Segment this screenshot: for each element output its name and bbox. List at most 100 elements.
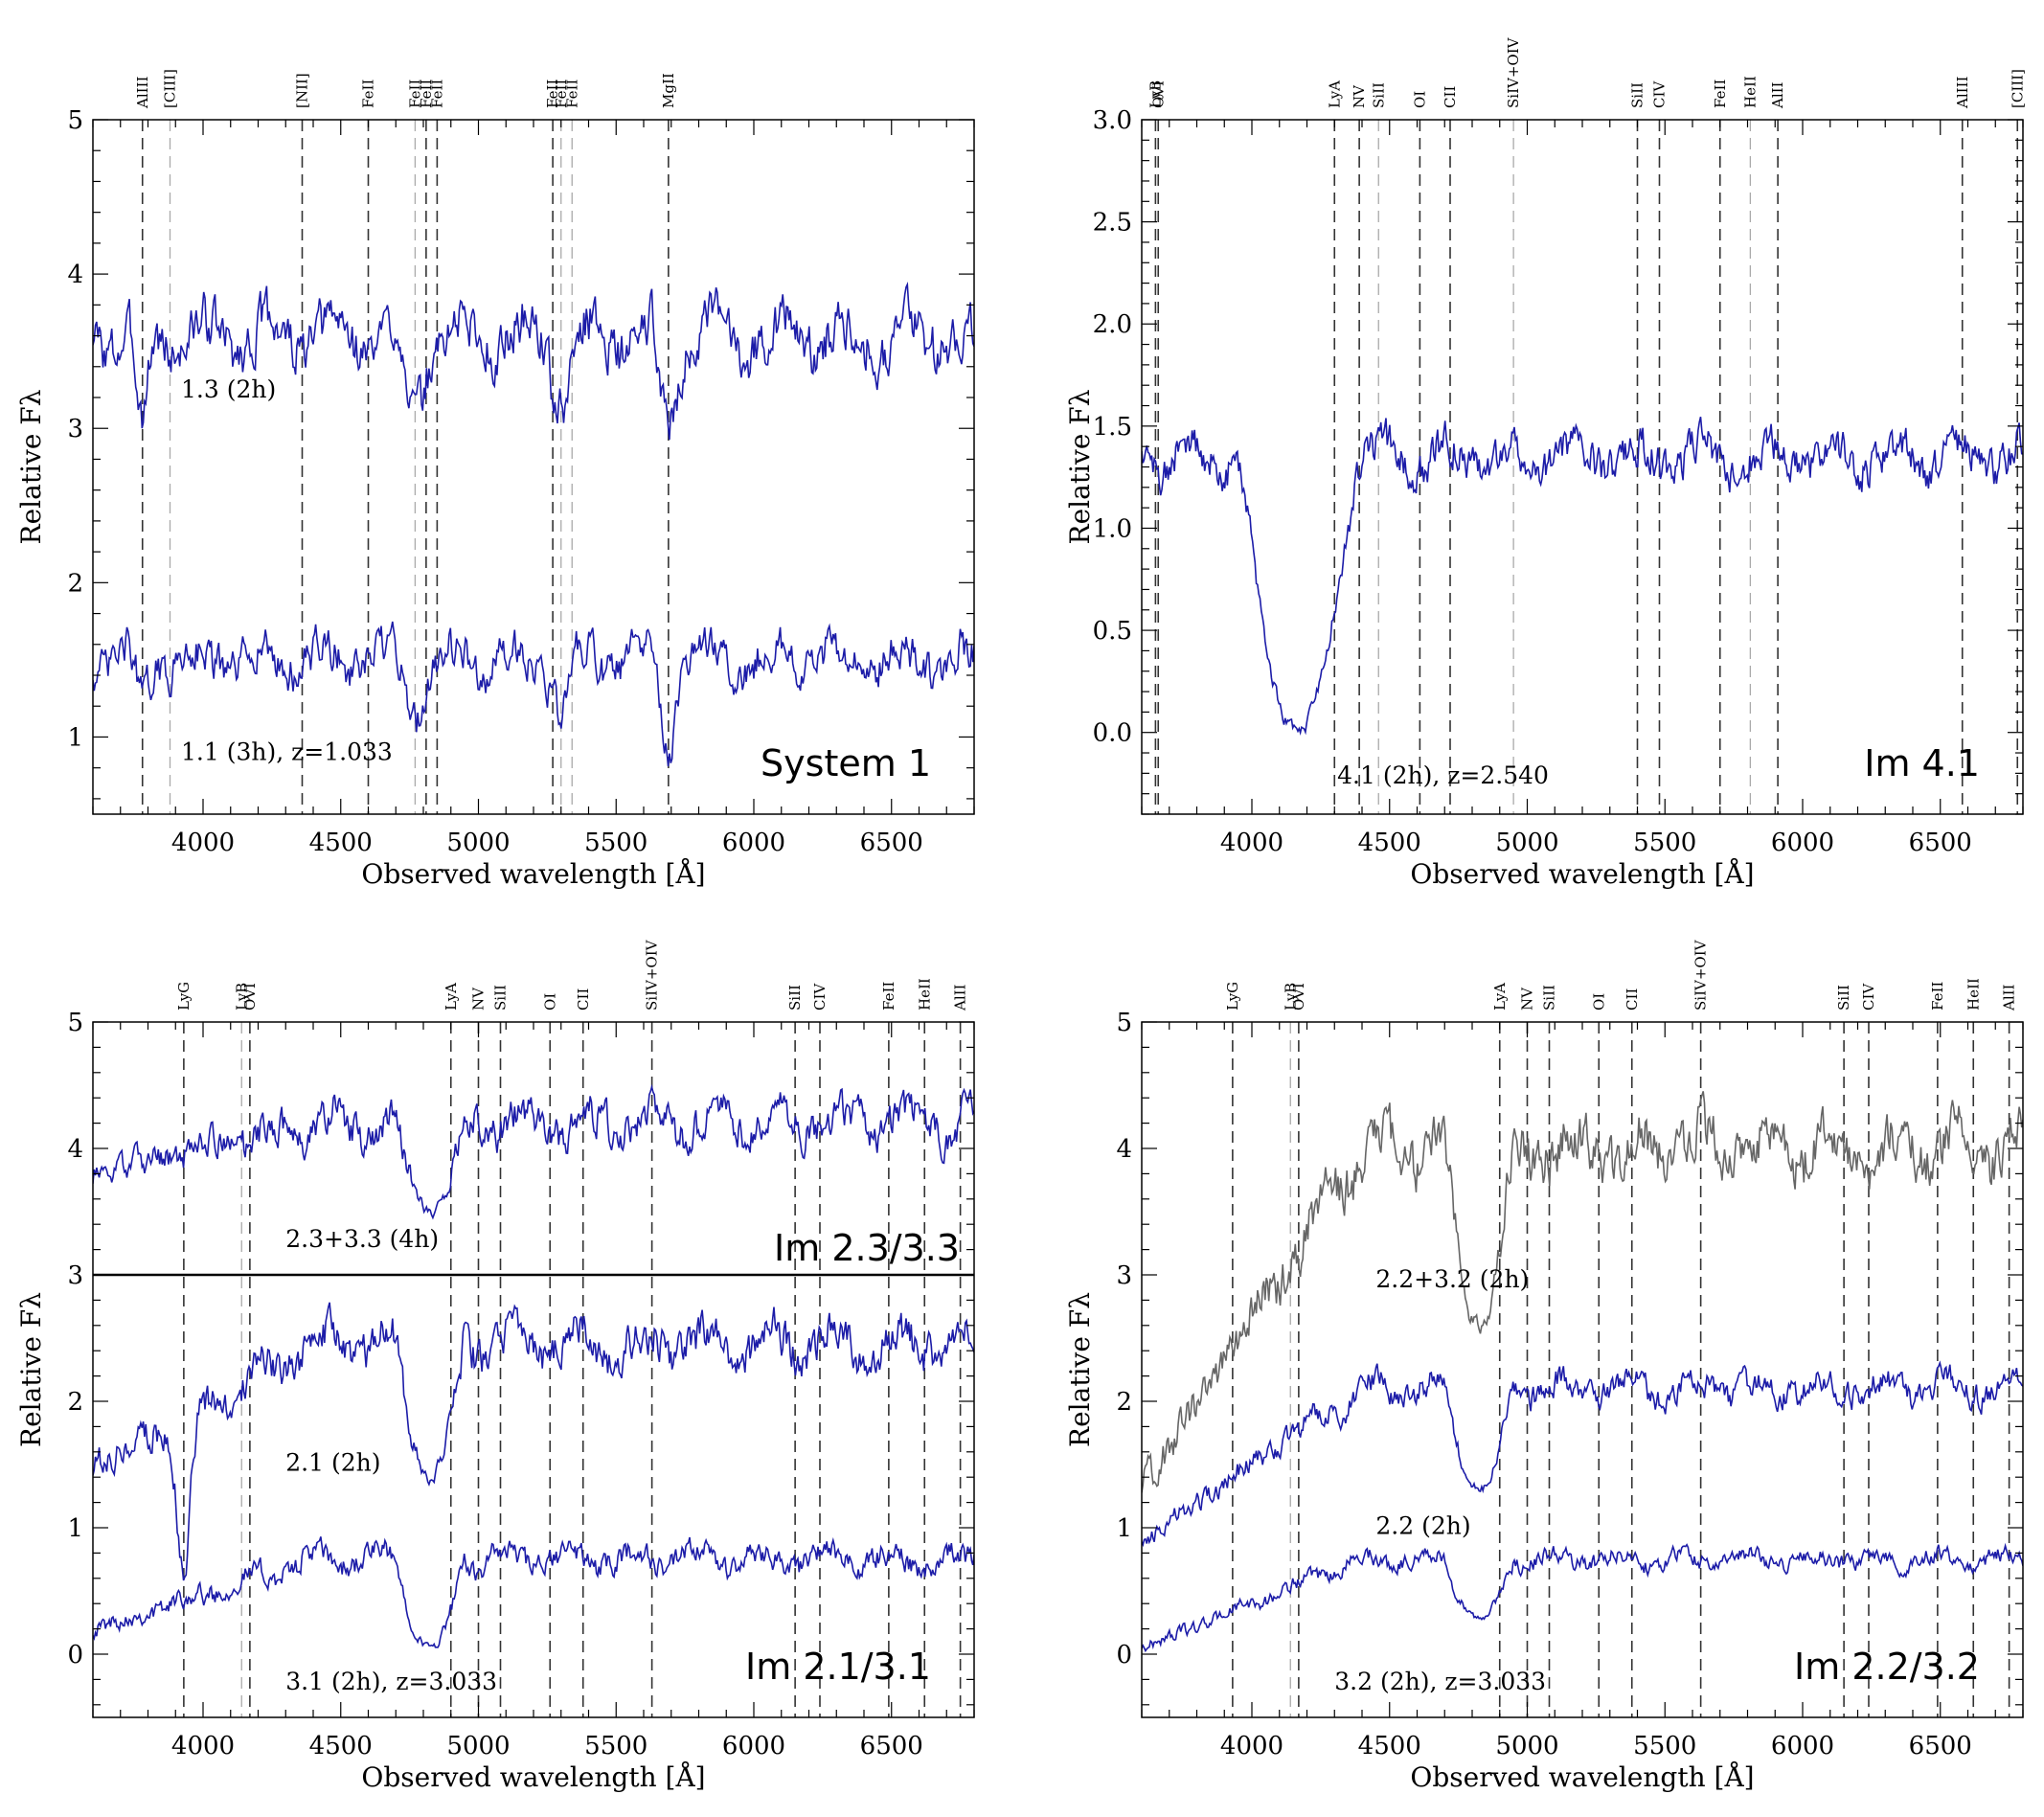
marker-label: AlIII bbox=[1954, 77, 1971, 109]
x-tick-label: 4500 bbox=[1358, 829, 1421, 857]
y-tick-label: 1.5 bbox=[1093, 413, 1132, 442]
spectrum-label: 2.1 (2h) bbox=[285, 1449, 380, 1477]
x-tick-label: 5500 bbox=[584, 829, 647, 857]
spectrum-label: 3.2 (2h), z=3.033 bbox=[1334, 1668, 1546, 1695]
plot-frame bbox=[1141, 119, 2024, 815]
marker-label: NV bbox=[1519, 987, 1536, 1011]
spectrum-label: 2.2 (2h) bbox=[1375, 1512, 1470, 1540]
marker-label: SiII bbox=[786, 985, 804, 1011]
marker-label: SiII bbox=[1629, 82, 1647, 108]
marker-label: LyG bbox=[1224, 982, 1241, 1011]
marker-label: MgII bbox=[660, 73, 677, 108]
x-tick-label: 6000 bbox=[1771, 829, 1834, 857]
marker-label: FeII bbox=[553, 79, 570, 108]
marker-label: HeII bbox=[916, 978, 933, 1011]
marker-label: HeII bbox=[1965, 978, 1982, 1011]
y-tick-label: 5 bbox=[67, 1009, 83, 1037]
marker-label: CII bbox=[1624, 988, 1641, 1011]
spectrum-series bbox=[1142, 417, 2023, 737]
x-tick-label: 6000 bbox=[722, 829, 785, 857]
y-tick-label: 3 bbox=[1116, 1261, 1132, 1290]
marker-label: FeII bbox=[1929, 982, 1946, 1011]
marker-label: FeII bbox=[406, 79, 423, 108]
spectrum-series bbox=[93, 1083, 974, 1220]
y-tick-label: 1.0 bbox=[1093, 514, 1132, 543]
marker-label: AlIII bbox=[134, 77, 151, 109]
marker-label: FeII bbox=[428, 79, 445, 108]
x-tick-label: 6000 bbox=[722, 1732, 785, 1760]
x-tick-label: 5000 bbox=[446, 1732, 510, 1760]
x-tick-label: 5500 bbox=[1633, 1732, 1696, 1760]
spectrum-series bbox=[93, 1302, 974, 1581]
x-tick-label: 6500 bbox=[860, 1732, 923, 1760]
marker-label: SiII bbox=[1541, 985, 1558, 1011]
marker-label: SiII bbox=[1370, 82, 1387, 108]
plot-frame bbox=[92, 119, 975, 815]
panel-title: Im 2.2/3.2 bbox=[1794, 1646, 1980, 1688]
y-tick-label: 4 bbox=[67, 1135, 83, 1164]
marker-label: FeII bbox=[563, 79, 580, 108]
marker-label: LyB bbox=[233, 983, 250, 1011]
x-axis-title: Observed wavelength [Å] bbox=[1410, 1761, 1754, 1793]
y-tick-label: 2 bbox=[1116, 1388, 1132, 1417]
marker-label: [CIII] bbox=[2009, 69, 2026, 108]
marker-label: OI bbox=[1590, 993, 1607, 1011]
marker-label: FeII bbox=[1712, 79, 1729, 108]
marker-label: LyB bbox=[1282, 983, 1299, 1011]
x-tick-label: 5000 bbox=[1495, 829, 1558, 857]
marker-label: AlII bbox=[952, 984, 969, 1011]
spectrum-label: 2.2+3.2 (2h) bbox=[1375, 1265, 1529, 1293]
marker-label: OVI bbox=[1149, 80, 1167, 108]
y-tick-label: 0 bbox=[1116, 1641, 1132, 1669]
marker-label: LyA bbox=[443, 983, 460, 1011]
marker-label: FeII bbox=[360, 79, 377, 108]
marker-label: SiIV+OIV bbox=[1505, 36, 1522, 108]
marker-label: LyB bbox=[1147, 80, 1164, 108]
plot-frame bbox=[92, 1021, 975, 1718]
spectrum-series bbox=[1142, 1360, 2023, 1548]
spectrum-label: 2.3+3.3 (4h) bbox=[285, 1225, 439, 1253]
x-tick-label: 5500 bbox=[584, 1732, 647, 1760]
spectrum-label: 4.1 (2h), z=2.540 bbox=[1337, 761, 1549, 789]
x-tick-label: 6000 bbox=[1771, 1732, 1834, 1760]
x-axis-title: Observed wavelength [Å] bbox=[1410, 858, 1754, 890]
x-tick-label: 5000 bbox=[1495, 1732, 1558, 1760]
spectrum-series bbox=[93, 282, 974, 441]
spectrum-label: 1.1 (3h), z=1.033 bbox=[181, 738, 393, 766]
y-tick-label: 1 bbox=[67, 1514, 83, 1543]
y-tick-label: 5 bbox=[67, 106, 83, 135]
marker-label: NV bbox=[1351, 84, 1368, 108]
x-axis-title: Observed wavelength [Å] bbox=[361, 1761, 705, 1793]
spectrum-series bbox=[93, 621, 974, 767]
y-tick-label: 2 bbox=[67, 569, 83, 598]
y-tick-label: 2.5 bbox=[1093, 209, 1132, 238]
marker-label: FeII bbox=[544, 79, 561, 108]
y-axis-title: Relative Fλ bbox=[1064, 1292, 1096, 1447]
marker-label: NV bbox=[470, 987, 488, 1011]
spectrum-label: 1.3 (2h) bbox=[181, 375, 276, 403]
x-tick-label: 5500 bbox=[1633, 829, 1696, 857]
marker-label: AlII bbox=[2001, 984, 2018, 1011]
marker-label: CIV bbox=[1651, 80, 1669, 108]
y-tick-label: 1 bbox=[67, 723, 83, 752]
y-tick-label: 0 bbox=[67, 1641, 83, 1669]
marker-label: OVI bbox=[241, 983, 259, 1011]
y-tick-label: 3 bbox=[67, 415, 83, 443]
spectrum-series bbox=[1142, 1542, 2023, 1653]
spectrum-series bbox=[1142, 1091, 2023, 1493]
x-tick-label: 4500 bbox=[1358, 1732, 1421, 1760]
panel-title: Im 2.1/3.1 bbox=[745, 1646, 931, 1688]
x-tick-label: 6500 bbox=[860, 829, 923, 857]
marker-label: FeII bbox=[880, 982, 897, 1011]
y-tick-label: 1 bbox=[1116, 1514, 1132, 1543]
spectrum-label: 3.1 (2h), z=3.033 bbox=[285, 1668, 497, 1695]
y-axis-title: Relative Fλ bbox=[15, 390, 47, 545]
marker-label: LyA bbox=[1326, 80, 1343, 108]
y-axis-title: Relative Fλ bbox=[1064, 390, 1096, 545]
marker-label: SiIV+OIV bbox=[1692, 939, 1710, 1011]
x-tick-label: 4500 bbox=[309, 1732, 373, 1760]
